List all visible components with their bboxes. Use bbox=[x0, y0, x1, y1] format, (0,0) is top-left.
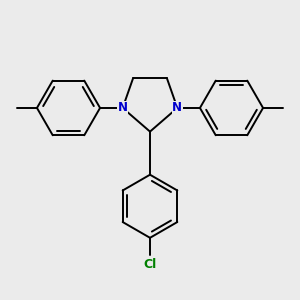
Text: N: N bbox=[172, 101, 182, 114]
Text: N: N bbox=[118, 101, 128, 114]
Text: Cl: Cl bbox=[143, 258, 157, 271]
